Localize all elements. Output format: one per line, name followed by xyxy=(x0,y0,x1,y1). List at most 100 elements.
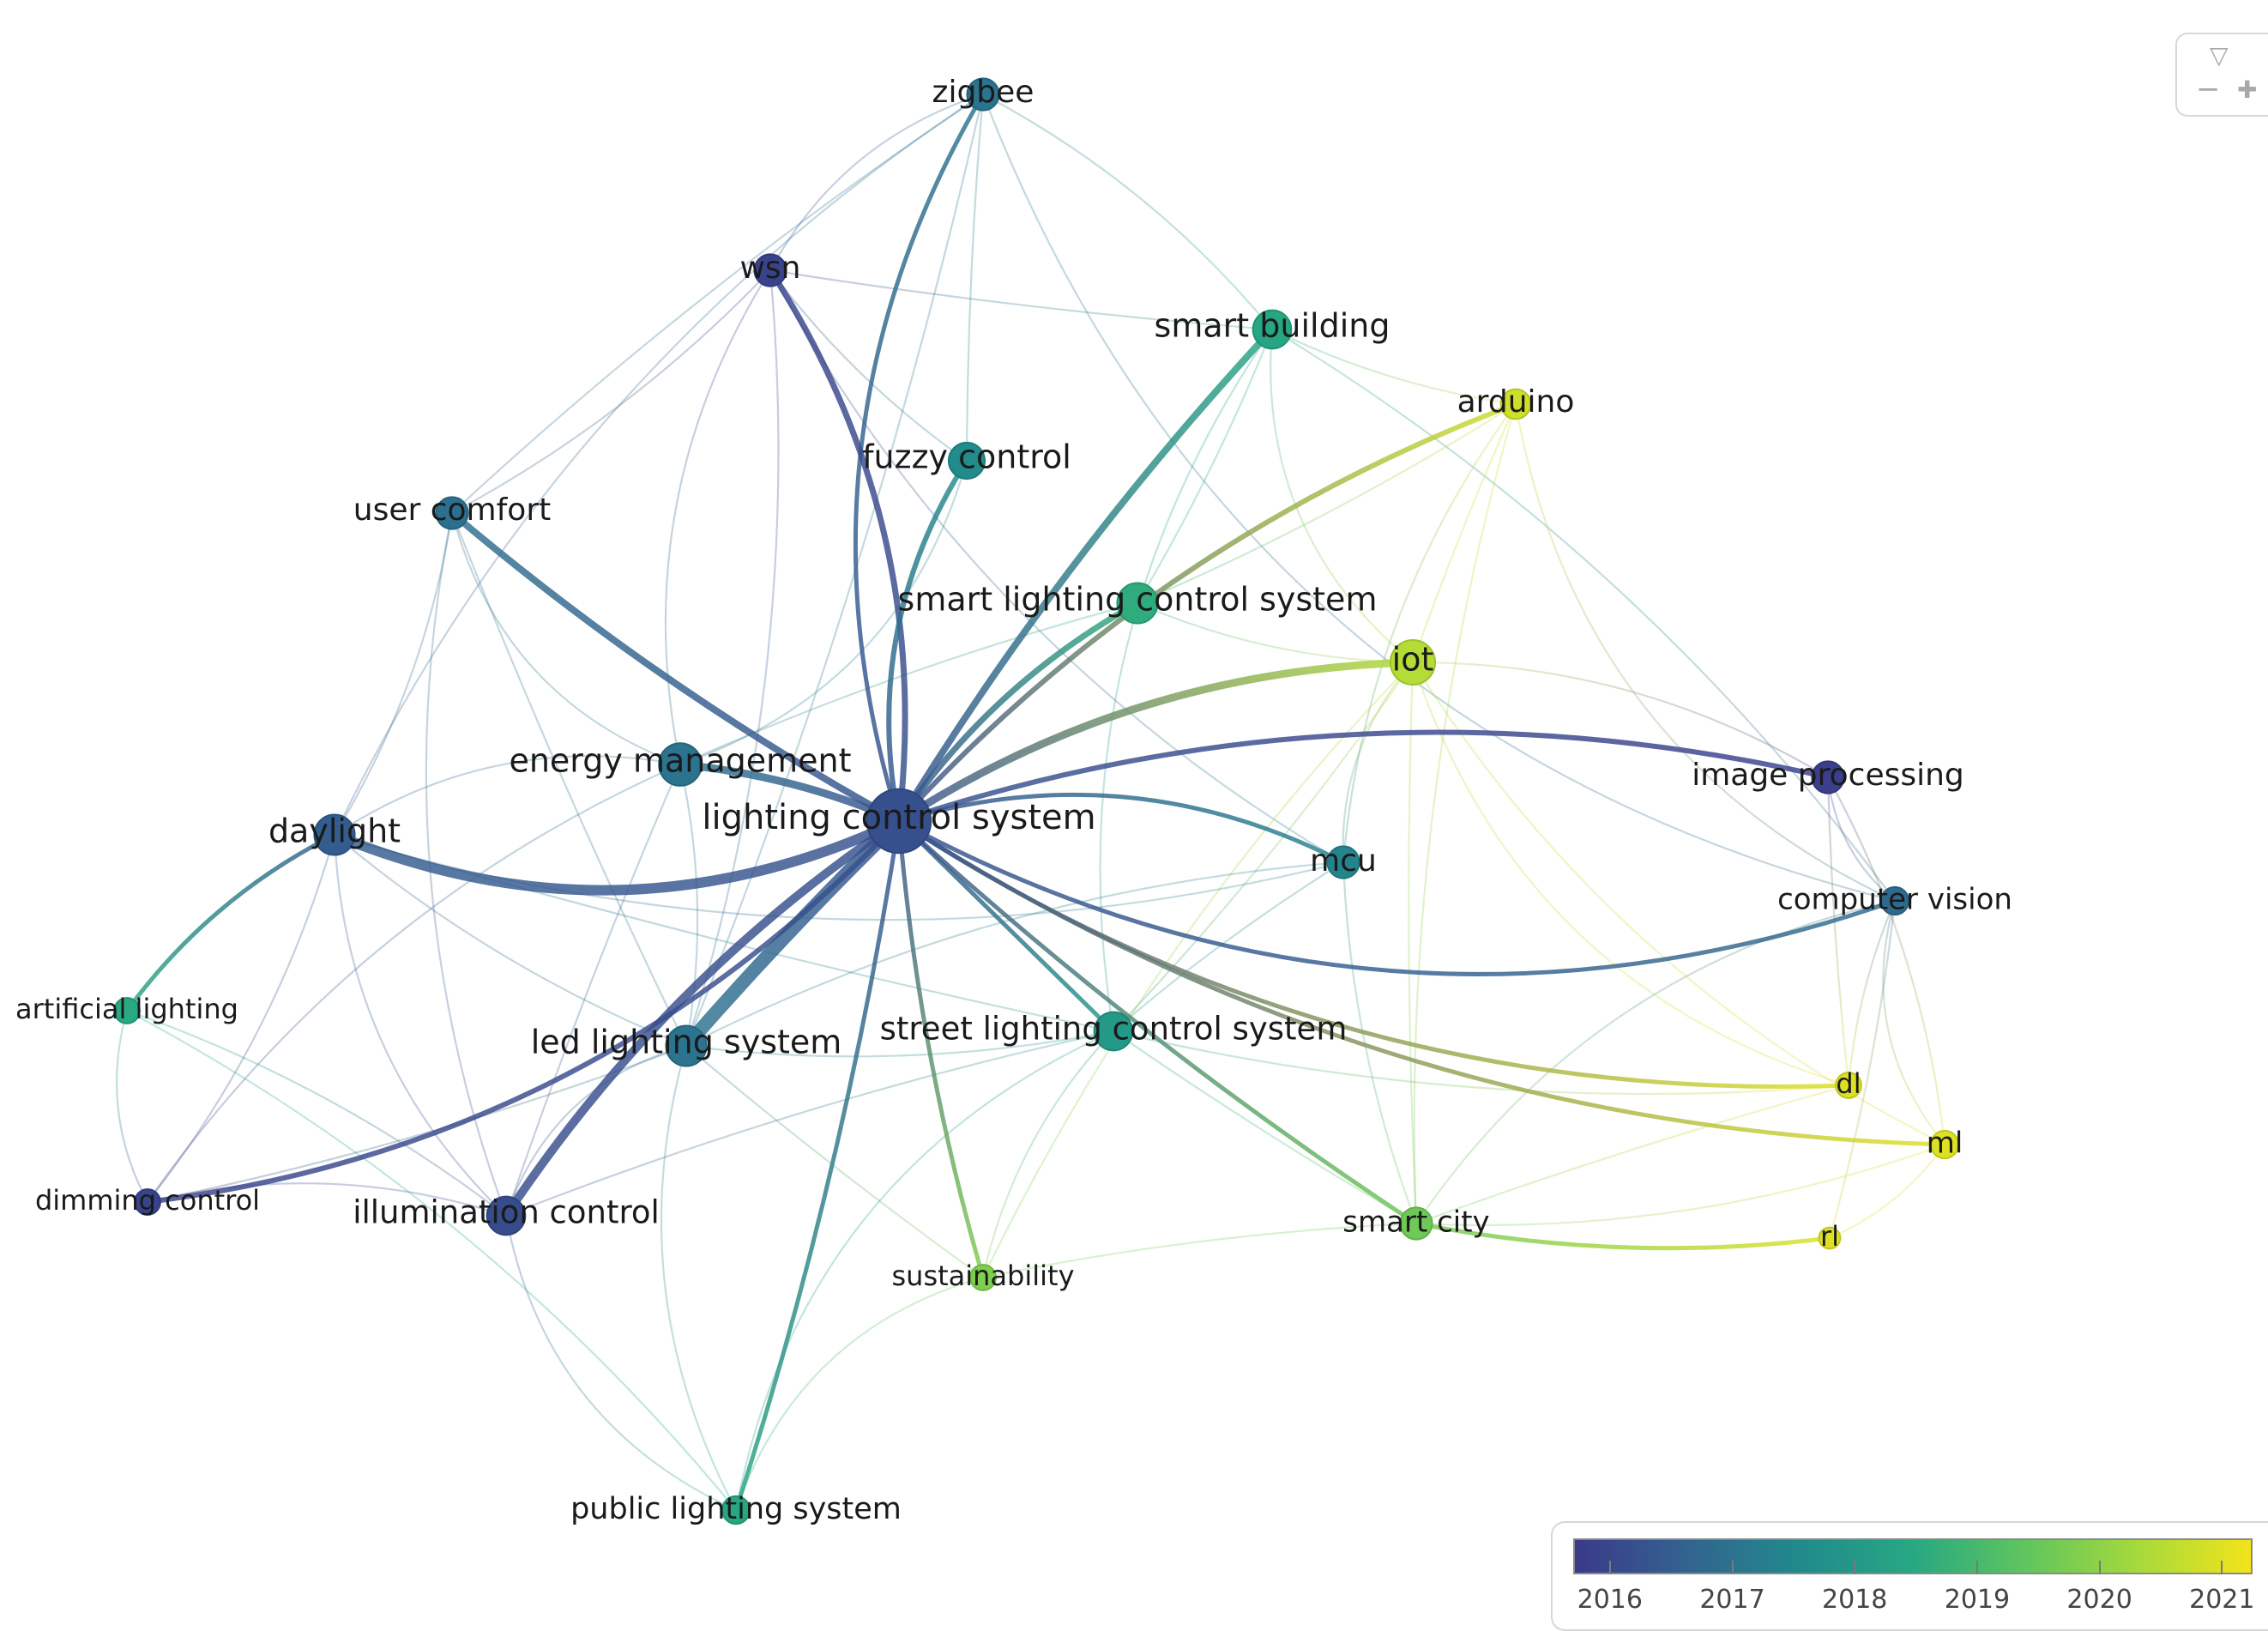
node-em[interactable] xyxy=(658,742,703,787)
node-ml[interactable] xyxy=(1929,1129,1960,1160)
link-ic-stl xyxy=(505,1030,1114,1217)
node-ic[interactable] xyxy=(486,1195,527,1236)
node-label-em[interactable]: energy management xyxy=(509,742,851,780)
node-pls[interactable] xyxy=(721,1495,751,1525)
link-sb-ard xyxy=(1271,329,1517,406)
node-label-dl_[interactable]: daylight xyxy=(268,812,401,850)
link-al-dc xyxy=(115,1010,148,1203)
node-label-al[interactable]: artificial lighting xyxy=(15,993,238,1025)
node-label-rl[interactable]: rl xyxy=(1820,1220,1839,1253)
link-zig-fc xyxy=(965,94,985,462)
node-label-uc[interactable]: user comfort xyxy=(353,492,551,528)
nodes xyxy=(113,77,1960,1525)
link-zig-sb xyxy=(982,94,1273,330)
node-label-led[interactable]: led lighting system xyxy=(531,1024,842,1061)
link-ic-pls xyxy=(504,1215,737,1512)
node-wsn[interactable] xyxy=(753,253,787,287)
node-iot[interactable] xyxy=(1389,638,1437,686)
link-lcs-mcu xyxy=(896,792,1346,865)
link-dl_-dc xyxy=(147,834,336,1203)
node-label-slcs[interactable]: smart lighting control system xyxy=(898,581,1378,619)
node-zig[interactable] xyxy=(966,77,1000,112)
link-sb-iot xyxy=(1270,329,1414,663)
node-uc[interactable] xyxy=(435,496,469,530)
link-iot-stl xyxy=(1113,661,1414,1032)
node-label-wsn[interactable]: wsn xyxy=(739,251,800,286)
link-lcs-dl_ xyxy=(329,816,904,896)
legend-tick xyxy=(1608,1561,1611,1574)
node-label-mcu[interactable]: mcu xyxy=(1310,843,1377,879)
node-label-zig[interactable]: zigbee xyxy=(932,75,1034,110)
collapse-icon[interactable]: ▽ xyxy=(2210,41,2229,69)
link-lcs-dc xyxy=(145,819,902,1205)
link-wsn-fc xyxy=(769,269,968,462)
node-led[interactable] xyxy=(665,1024,708,1067)
node-label-fc[interactable]: fuzzy control xyxy=(862,438,1071,476)
node-dl_[interactable] xyxy=(313,813,356,856)
link-wsn-em xyxy=(664,269,771,765)
link-ard-cv xyxy=(1514,403,1896,902)
node-label-ard[interactable]: arduino xyxy=(1457,384,1575,420)
node-mcu[interactable] xyxy=(1326,845,1360,879)
node-label-stl[interactable]: street lighting control system xyxy=(880,1011,1348,1048)
node-sb[interactable] xyxy=(1252,309,1293,350)
node-label-ip[interactable]: image processing xyxy=(1692,758,1964,793)
link-sc-rl xyxy=(1414,1221,1832,1251)
node-dl[interactable] xyxy=(1835,1072,1862,1099)
node-rl[interactable] xyxy=(1818,1226,1842,1250)
link-dl_-ic xyxy=(333,834,507,1217)
link-rl-ml xyxy=(1829,1144,1945,1240)
node-label-sus[interactable]: sustainability xyxy=(891,1259,1074,1292)
node-label-cv[interactable]: computer vision xyxy=(1777,883,2012,917)
node-slcs[interactable] xyxy=(1116,582,1159,625)
link-em-dc xyxy=(147,763,681,1203)
node-ip[interactable] xyxy=(1811,760,1845,794)
link-lcs-wsn xyxy=(767,267,908,825)
node-label-ic[interactable]: illumination control xyxy=(353,1194,660,1231)
link-em-led xyxy=(679,764,699,1047)
link-lcs-pls xyxy=(733,819,902,1513)
node-label-ml[interactable]: ml xyxy=(1927,1127,1963,1161)
zoom-controls: ▽ − ✚ xyxy=(2175,33,2268,117)
node-label-pls[interactable]: public lighting system xyxy=(570,1492,902,1526)
node-label-iot[interactable]: iot xyxy=(1392,641,1434,679)
node-sc[interactable] xyxy=(1399,1206,1433,1241)
link-al-pls xyxy=(126,1010,737,1511)
zoom-out-icon[interactable]: − xyxy=(2196,72,2221,106)
node-label-dl[interactable]: dl xyxy=(1836,1067,1861,1100)
node-label-sc[interactable]: smart city xyxy=(1342,1205,1489,1240)
node-label-sb[interactable]: smart building xyxy=(1155,307,1390,345)
node-fc[interactable] xyxy=(947,441,986,480)
link-ard-slcs xyxy=(1137,403,1517,605)
legend-tick xyxy=(2221,1561,2223,1574)
link-ic-al xyxy=(126,1009,507,1217)
link-lcs-sus xyxy=(896,819,986,1280)
link-ip-iot xyxy=(1412,661,1829,778)
link-sus-sc xyxy=(982,1222,1417,1279)
link-ip-dl xyxy=(1826,776,1850,1086)
legend-tick-label: 2018 xyxy=(1822,1585,1888,1615)
node-ard[interactable] xyxy=(1499,388,1532,420)
link-stl-pls xyxy=(734,1030,1114,1511)
node-label-dc[interactable]: dimming control xyxy=(35,1184,260,1217)
link-uc-em xyxy=(450,512,681,766)
node-lcs[interactable] xyxy=(866,788,932,855)
node-stl[interactable] xyxy=(1093,1011,1134,1052)
link-sus-pls xyxy=(734,1276,984,1511)
link-em-ic xyxy=(504,764,682,1217)
node-sus[interactable] xyxy=(969,1264,997,1291)
link-em-dl_ xyxy=(334,755,681,836)
link-wsn-mcu xyxy=(769,269,1344,863)
link-ard-iot xyxy=(1411,403,1517,663)
color-scale-bar xyxy=(1573,1538,2253,1574)
link-lcs-sc xyxy=(896,819,1419,1226)
node-label-lcs[interactable]: lighting control system xyxy=(702,798,1095,837)
link-iot-sus xyxy=(982,661,1414,1278)
link-uc-dl_ xyxy=(334,512,454,836)
node-al[interactable] xyxy=(113,997,141,1024)
node-dc[interactable] xyxy=(134,1188,161,1216)
legend-tick-label: 2019 xyxy=(1944,1585,2011,1615)
node-cv[interactable] xyxy=(1879,885,1910,916)
zoom-in-icon[interactable]: ✚ xyxy=(2237,76,2258,104)
